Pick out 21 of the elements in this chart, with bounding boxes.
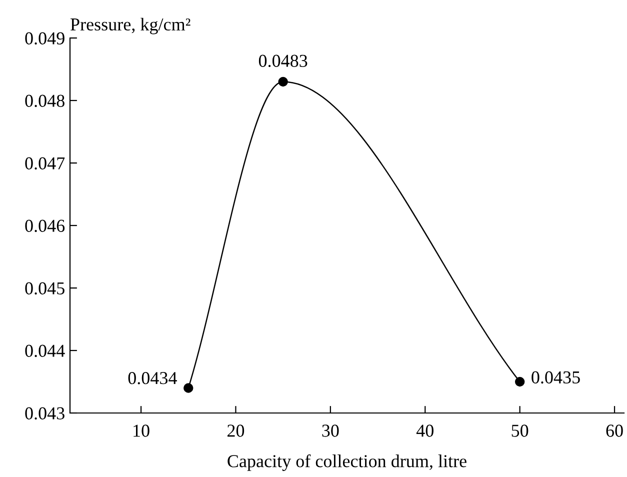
x-tick-label: 10 [134,424,150,437]
x-tick-label: 40 [416,424,434,437]
y-tick-label: 0.046 [25,220,65,232]
x-tick-label: 20 [227,424,244,437]
point [514,376,525,387]
x-tick-label: 60 [606,424,623,437]
x-tick-label: 50 [512,424,528,437]
y-tick-label: 0.043 [25,407,64,420]
y-axis-title: Pressure, kg/cm² [70,18,190,34]
data-label: 0.0434 [128,372,177,384]
data-label: 0.0483 [258,54,308,68]
y-tick-label: 0.044 [25,344,65,358]
data-label: 0.0435 [532,371,580,384]
y-tick-label: 0.048 [25,94,64,108]
point [184,383,194,393]
y-tick-label: 0.047 [25,157,65,170]
y-tick-label: 0.049 [25,32,64,45]
y-tick-label: 0.045 [25,282,64,295]
x-tick-label: 30 [322,424,339,437]
x-axis-title: Capacity of collection drum, litre [228,454,466,471]
point [278,76,288,87]
